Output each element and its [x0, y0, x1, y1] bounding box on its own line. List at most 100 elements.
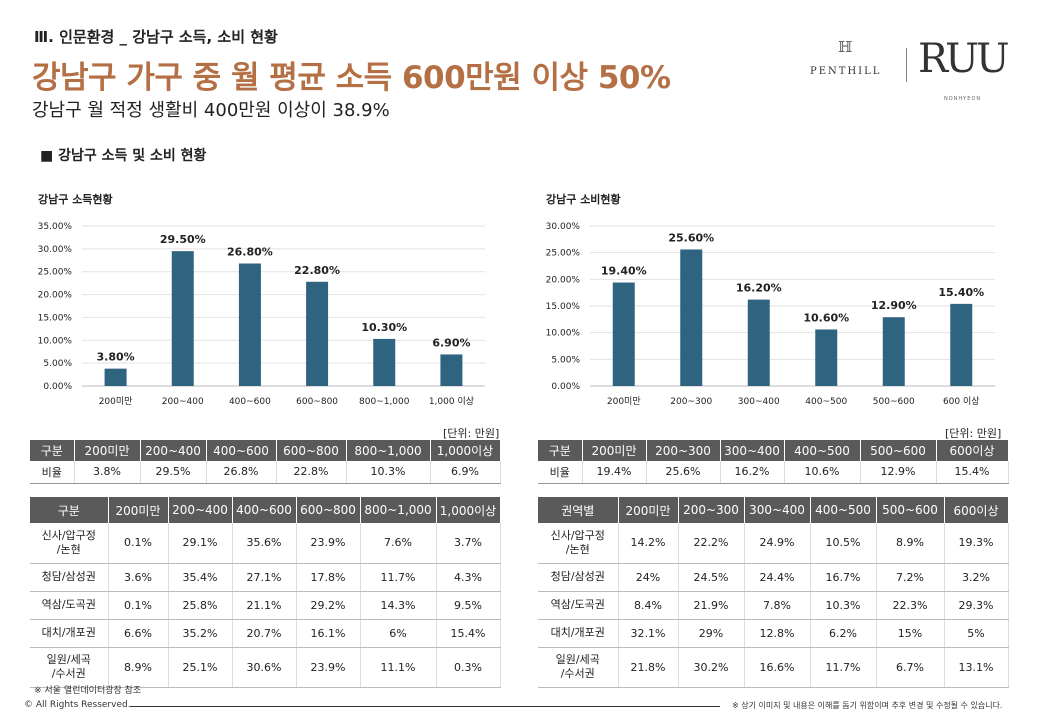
- income-summary-header-cell: 800~1,000: [346, 440, 431, 461]
- income-detail-cell: 15.4%: [436, 619, 501, 648]
- spending-detail-header-cell: 400~500: [810, 497, 877, 523]
- income-detail-header: 구분 200미만 200~400 400~600 600~800 800~1,000 1,0…: [30, 497, 501, 523]
- income-detail-cell: 0.1%: [108, 523, 169, 564]
- spending-detail-cell: 7.8%: [744, 591, 811, 620]
- spending-detail-cell: 22.2%: [678, 523, 745, 564]
- income-detail-cell: 23.9%: [296, 523, 361, 564]
- spending-detail-cell: 30.2%: [678, 647, 745, 688]
- income-summary-table: 구분 200미만 200~400 400~600 600~800 800~1,000 1,0…: [30, 440, 501, 484]
- spending-chart-value-label: 15.40%: [938, 286, 984, 299]
- income-chart-category-label: 200~400: [162, 397, 204, 407]
- spending-detail-row: 신사/압구정/논현 14.2% 22.2% 24.9% 10.5% 8.9% 19.3%: [538, 523, 1009, 564]
- spending-detail-cell: 16.7%: [810, 563, 877, 592]
- income-chart-y-tick: 10.00%: [38, 336, 73, 346]
- spending-detail-row: 대치/개포권 32.1% 29% 12.8% 6.2% 15% 5%: [538, 619, 1009, 648]
- income-chart: 0.00% 5.00% 10.00% 15.00% 20.00% 25.00% 30.00%…: [38, 222, 485, 407]
- income-detail-table: 구분 200미만 200~400 400~600 600~800 800~1,000 1,0…: [30, 497, 501, 688]
- spending-detail-cell: 7.2%: [876, 563, 945, 592]
- spending-summary-cell: 12.9%: [860, 461, 937, 484]
- income-detail-cell: 9.5%: [436, 591, 501, 620]
- spending-chart-bar: [612, 282, 635, 386]
- spending-detail-header-cell: 200~300: [678, 497, 745, 523]
- spending-detail-cell: 16.6%: [744, 647, 811, 688]
- income-detail-header-cell: 구분: [30, 497, 109, 523]
- income-detail-region-cell: 대치/개포권: [30, 619, 109, 648]
- copyright-text: © All Rights Resserved.: [24, 700, 131, 710]
- spending-detail-row: 역삼/도곡권 8.4% 21.9% 7.8% 10.3% 22.3% 29.3%: [538, 591, 1009, 620]
- income-detail-cell: 4.3%: [436, 563, 501, 592]
- income-detail-cell: 25.1%: [168, 647, 233, 688]
- spending-detail-cell: 10.3%: [810, 591, 877, 620]
- spending-chart-value-label: 16.20%: [736, 282, 782, 295]
- income-detail-cell: 0.3%: [436, 647, 501, 688]
- income-detail-cell: 16.1%: [296, 619, 361, 648]
- income-chart-y-tick: 15.00%: [38, 313, 73, 323]
- spending-summary-cell: 19.4%: [582, 461, 647, 484]
- spending-chart-value-label: 19.40%: [601, 265, 647, 278]
- income-detail-header-cell: 400~600: [232, 497, 297, 523]
- spending-detail-cell: 22.3%: [876, 591, 945, 620]
- spending-chart-y-tick: 0.00%: [551, 382, 580, 392]
- penthill-mark: ℍ: [838, 38, 853, 56]
- income-summary-cell: 비율: [30, 461, 75, 484]
- spending-summary-header-cell: 400~500: [784, 440, 861, 461]
- income-detail-cell: 29.2%: [296, 591, 361, 620]
- section-label: Ⅲ. 인문환경 _ 강남구 소득, 소비 현황: [34, 28, 278, 46]
- income-detail-cell: 11.1%: [360, 647, 437, 688]
- spending-summary-table: 구분 200미만 200~300 300~400 400~500 500~600 600이상…: [538, 440, 1009, 484]
- income-summary-cell: 10.3%: [346, 461, 431, 484]
- spending-detail-cell: 12.8%: [744, 619, 811, 648]
- income-chart-value-label: 10.30%: [361, 321, 407, 334]
- income-summary-header-cell: 1,000이상: [430, 440, 501, 461]
- income-chart-category-label: 800~1,000: [359, 397, 410, 407]
- spending-detail-body: 신사/압구정/논현 14.2% 22.2% 24.9% 10.5% 8.9% 19.3% 청담…: [538, 523, 1009, 688]
- income-detail-cell: 8.9%: [108, 647, 169, 688]
- income-chart-value-label: 26.80%: [227, 245, 273, 258]
- income-summary-header-cell: 200미만: [74, 440, 141, 461]
- income-detail-region-cell: 일원/세곡/수서권: [30, 647, 109, 688]
- disclaimer-text: ※ 상기 이미지 및 내용은 이해를 돕기 위함이며 추후 변경 및 수정될 수…: [732, 701, 1003, 710]
- spending-chart-value-label: 25.60%: [668, 231, 714, 244]
- spending-summary-header-cell: 500~600: [860, 440, 937, 461]
- spending-detail-cell: 8.9%: [876, 523, 945, 564]
- brand-logo: ℍ PENTHILL RUU NONHYEON: [810, 30, 1010, 110]
- spending-unit-label: [단위: 만원]: [945, 427, 1002, 440]
- spending-detail-header-cell: 300~400: [744, 497, 811, 523]
- income-chart-bar: [440, 354, 463, 386]
- spending-chart-bar: [815, 329, 838, 386]
- spending-summary-cell: 10.6%: [784, 461, 861, 484]
- spending-detail-region-cell: 청담/삼성권: [538, 563, 619, 592]
- spending-detail-cell: 29%: [678, 619, 745, 648]
- income-summary-cell: 6.9%: [430, 461, 501, 484]
- income-chart-title: 강남구 소득현황: [38, 193, 113, 206]
- income-chart-value-label: 29.50%: [160, 233, 206, 246]
- ruu-wordmark: RUU: [918, 36, 1010, 82]
- spending-summary-cell: 16.2%: [720, 461, 785, 484]
- income-summary-row: 비율 3.8% 29.5% 26.8% 22.8% 10.3% 6.9%: [30, 461, 501, 484]
- block-title: ■ 강남구 소득 및 소비 현황: [40, 148, 207, 164]
- spending-detail-header-cell: 600이상: [944, 497, 1009, 523]
- income-detail-cell: 11.7%: [360, 563, 437, 592]
- income-summary-header-cell: 구분: [30, 440, 75, 461]
- income-detail-row: 일원/세곡/수서권 8.9% 25.1% 30.6% 23.9% 11.1% 0.3%: [30, 647, 501, 688]
- page-subhead: 강남구 월 적정 생활비 400만원 이상이 38.9%: [32, 100, 390, 121]
- spending-detail-header-cell: 권역별: [538, 497, 619, 523]
- spending-detail-cell: 14.2%: [618, 523, 679, 564]
- income-detail-body: 신사/압구정/논현 0.1% 29.1% 35.6% 23.9% 7.6% 3.7% 청담/삼…: [30, 523, 501, 688]
- spending-summary-header-cell: 600이상: [936, 440, 1009, 461]
- income-chart-bar: [171, 251, 194, 386]
- spending-detail-cell: 6.2%: [810, 619, 877, 648]
- spending-chart-title: 강남구 소비현황: [546, 193, 621, 206]
- income-summary-header-cell: 600~800: [276, 440, 347, 461]
- spending-chart-bar: [950, 303, 973, 386]
- income-detail-cell: 20.7%: [232, 619, 297, 648]
- income-detail-cell: 0.1%: [108, 591, 169, 620]
- spending-detail-cell: 24.9%: [744, 523, 811, 564]
- spending-chart-category-label: 200~300: [670, 397, 712, 407]
- spending-detail-row: 일원/세곡/수서권 21.8% 30.2% 16.6% 11.7% 6.7% 13.1%: [538, 647, 1009, 688]
- income-detail-header-cell: 200~400: [168, 497, 233, 523]
- spending-chart-y-tick: 25.00%: [546, 249, 581, 259]
- spending-chart-y-tick: 10.00%: [546, 329, 581, 339]
- spending-detail-region-cell: 일원/세곡/수서권: [538, 647, 619, 688]
- income-detail-cell: 25.8%: [168, 591, 233, 620]
